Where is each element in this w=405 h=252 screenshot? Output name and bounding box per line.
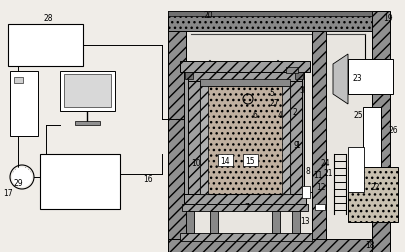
Bar bbox=[285, 68, 297, 74]
Text: 9: 9 bbox=[293, 140, 298, 149]
Bar bbox=[243, 154, 257, 166]
Text: 28: 28 bbox=[43, 13, 53, 22]
Bar bbox=[314, 204, 324, 210]
Text: 21: 21 bbox=[322, 168, 332, 177]
Circle shape bbox=[12, 167, 32, 187]
Text: 29: 29 bbox=[13, 178, 23, 187]
Bar bbox=[347, 167, 397, 222]
Bar bbox=[179, 233, 311, 241]
Text: 16: 16 bbox=[143, 175, 152, 184]
Text: 8: 8 bbox=[305, 167, 309, 176]
Text: 22: 22 bbox=[369, 183, 379, 192]
Bar bbox=[8, 25, 83, 67]
Bar bbox=[347, 147, 363, 192]
Bar bbox=[271, 211, 279, 233]
Bar bbox=[185, 211, 194, 233]
Text: 3: 3 bbox=[299, 85, 304, 94]
Text: 24: 24 bbox=[320, 158, 329, 167]
Bar bbox=[293, 62, 303, 202]
Bar bbox=[40, 154, 120, 209]
Bar bbox=[64, 75, 111, 108]
Text: 19: 19 bbox=[382, 13, 392, 22]
Text: 20: 20 bbox=[202, 11, 212, 19]
Bar bbox=[179, 62, 309, 73]
Bar bbox=[347, 60, 392, 94]
Bar bbox=[188, 72, 301, 82]
Bar bbox=[281, 87, 289, 194]
Bar bbox=[75, 121, 100, 125]
Polygon shape bbox=[332, 55, 347, 105]
Bar bbox=[301, 186, 309, 198]
Bar bbox=[209, 211, 217, 233]
Bar bbox=[217, 154, 232, 166]
Bar bbox=[183, 62, 194, 202]
Text: 12: 12 bbox=[315, 183, 325, 192]
Bar bbox=[183, 194, 305, 204]
Bar bbox=[14, 78, 23, 84]
Bar bbox=[311, 32, 325, 239]
Bar bbox=[325, 32, 371, 239]
Text: 4: 4 bbox=[277, 110, 282, 119]
Bar bbox=[200, 80, 289, 87]
Bar bbox=[168, 12, 371, 32]
Bar bbox=[291, 211, 299, 233]
Bar bbox=[200, 87, 289, 194]
Bar bbox=[10, 72, 38, 137]
Bar bbox=[185, 73, 192, 80]
Text: 13: 13 bbox=[299, 217, 309, 226]
Bar bbox=[188, 72, 200, 194]
Text: 17: 17 bbox=[3, 188, 13, 197]
Text: 5: 5 bbox=[269, 88, 274, 97]
Bar bbox=[294, 73, 302, 80]
Bar bbox=[200, 87, 207, 194]
Bar bbox=[60, 72, 115, 112]
Bar bbox=[185, 32, 371, 239]
Text: 11: 11 bbox=[313, 170, 322, 179]
Bar bbox=[181, 204, 307, 211]
Text: 27: 27 bbox=[269, 98, 278, 107]
Bar bbox=[371, 12, 389, 252]
Text: 10: 10 bbox=[191, 158, 200, 167]
Bar bbox=[168, 12, 185, 239]
Text: 2: 2 bbox=[292, 107, 296, 116]
Bar bbox=[289, 72, 301, 194]
Text: 23: 23 bbox=[351, 73, 361, 82]
Text: 14: 14 bbox=[220, 157, 229, 166]
Text: 6: 6 bbox=[252, 110, 257, 119]
Text: 26: 26 bbox=[387, 125, 397, 134]
Text: 1: 1 bbox=[295, 140, 300, 149]
Text: 25: 25 bbox=[352, 110, 362, 119]
Bar bbox=[168, 239, 389, 252]
Bar bbox=[168, 12, 371, 17]
Text: 18: 18 bbox=[364, 241, 374, 249]
Text: 15: 15 bbox=[245, 157, 254, 166]
Text: 7: 7 bbox=[244, 203, 249, 212]
Bar bbox=[362, 108, 380, 177]
